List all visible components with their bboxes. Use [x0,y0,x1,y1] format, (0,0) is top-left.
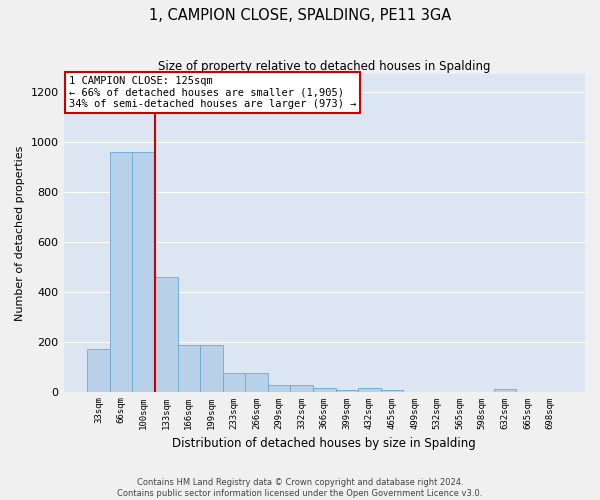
Bar [245,373,268,392]
Y-axis label: Number of detached properties: Number of detached properties [15,145,25,320]
Bar [200,346,223,392]
Bar [313,388,335,392]
Text: Contains HM Land Registry data © Crown copyright and database right 2024.
Contai: Contains HM Land Registry data © Crown c… [118,478,482,498]
Title: Size of property relative to detached houses in Spalding: Size of property relative to detached ho… [158,60,491,73]
Bar [87,349,110,392]
Bar [358,388,381,392]
Text: 1 CAMPION CLOSE: 125sqm
← 66% of detached houses are smaller (1,905)
34% of semi: 1 CAMPION CLOSE: 125sqm ← 66% of detache… [69,76,356,109]
Bar [494,389,516,392]
Bar [223,373,245,392]
Bar [381,390,403,392]
Text: 1, CAMPION CLOSE, SPALDING, PE11 3GA: 1, CAMPION CLOSE, SPALDING, PE11 3GA [149,8,451,22]
Bar [290,384,313,392]
Bar [178,346,200,392]
Bar [268,384,290,392]
X-axis label: Distribution of detached houses by size in Spalding: Distribution of detached houses by size … [172,437,476,450]
Bar [110,152,133,392]
Bar [155,276,178,392]
Bar [133,152,155,392]
Bar [335,390,358,392]
